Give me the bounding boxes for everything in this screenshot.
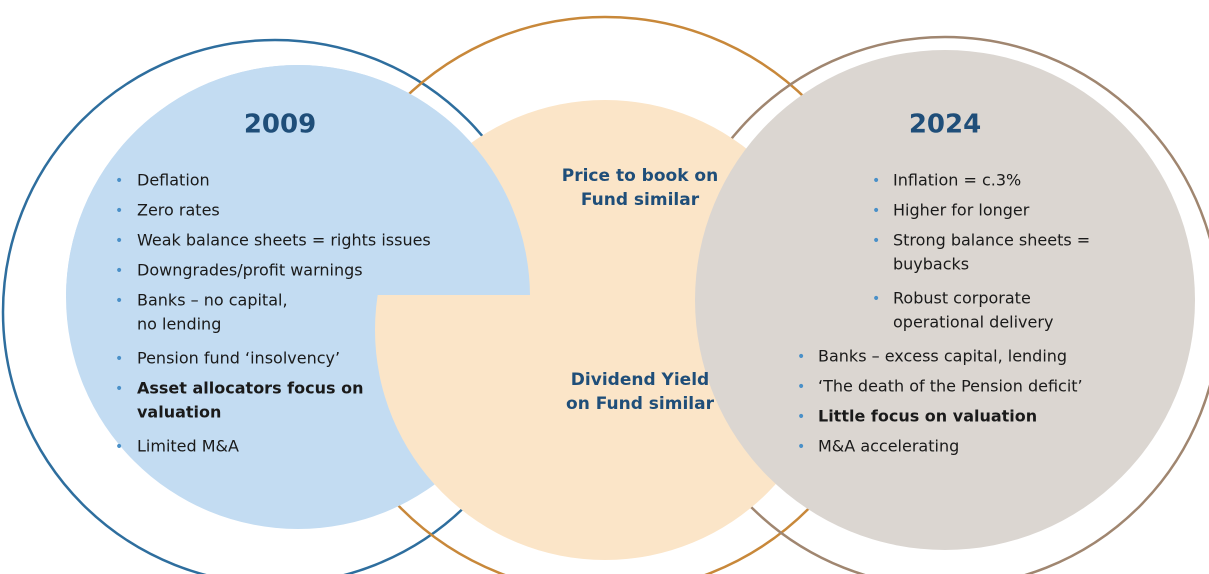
circle-2024 <box>695 50 1195 550</box>
bullet: • <box>115 293 123 309</box>
list-item: operational delivery <box>893 313 1053 332</box>
list-item: Deflation <box>137 171 210 190</box>
list-item: valuation <box>137 403 221 422</box>
list-item: Banks – excess capital, lending <box>818 347 1067 366</box>
list-item: Inflation = c.3% <box>893 171 1021 190</box>
middle-label: Price to book on <box>562 166 718 186</box>
list-item: Weak balance sheets = rights issues <box>137 231 431 250</box>
bullet: • <box>797 349 805 365</box>
bullet: • <box>872 173 880 189</box>
list-item: Pension fund ‘insolvency’ <box>137 349 340 368</box>
bullet: • <box>115 439 123 455</box>
bullet: • <box>872 203 880 219</box>
list-item: Zero rates <box>137 201 220 220</box>
list-item: Strong balance sheets = <box>893 231 1090 250</box>
bullet: • <box>115 173 123 189</box>
bullet: • <box>115 351 123 367</box>
circle-2009-upper <box>66 65 530 295</box>
list-item: no lending <box>137 315 221 334</box>
bullet: • <box>115 203 123 219</box>
middle-label: Dividend Yield <box>571 370 709 390</box>
bullet: • <box>797 439 805 455</box>
bullet: • <box>797 409 805 425</box>
list-item: M&A accelerating <box>818 437 959 456</box>
bullet: • <box>797 379 805 395</box>
middle-label: Fund similar <box>581 190 700 210</box>
list-item: Asset allocators focus on <box>137 379 363 398</box>
bullet: • <box>115 233 123 249</box>
list-item: Higher for longer <box>893 201 1030 220</box>
list-item: Banks – no capital, <box>137 291 288 310</box>
bullet: • <box>115 381 123 397</box>
bullet: • <box>872 233 880 249</box>
bullet: • <box>872 291 880 307</box>
list-item: Robust corporate <box>893 289 1031 308</box>
middle-label: on Fund similar <box>566 394 715 414</box>
bullet: • <box>115 263 123 279</box>
list-item: Limited M&A <box>137 437 239 456</box>
content: 2009 2024 Price to book on Fund similar Divi… <box>115 110 1090 456</box>
title-2009: 2009 <box>244 110 316 140</box>
title-2024: 2024 <box>909 110 981 140</box>
list-item: buybacks <box>893 255 969 274</box>
list-item: Little focus on valuation <box>818 407 1037 426</box>
list-item: Downgrades/profit warnings <box>137 261 363 280</box>
list-item: ‘The death of the Pension deficit’ <box>818 377 1083 396</box>
